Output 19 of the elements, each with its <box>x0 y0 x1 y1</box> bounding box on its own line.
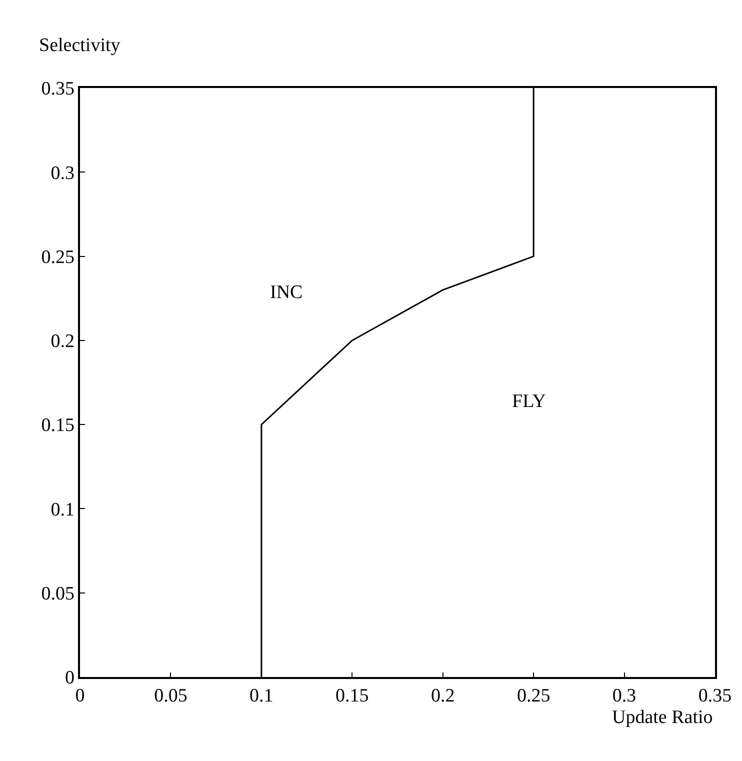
x-axis-title: Update Ratio <box>612 707 713 728</box>
annotation: FLY <box>512 391 546 412</box>
y-tick-label: 0.05 <box>41 584 74 605</box>
x-tick-label: 0.3 <box>612 686 636 707</box>
x-tick-label: 0.05 <box>154 686 188 707</box>
x-tick-label: 0.25 <box>516 686 550 707</box>
x-tick-label: 0.35 <box>698 686 732 707</box>
y-axis-title: Selectivity <box>39 35 121 56</box>
x-tick-label: 0.1 <box>250 686 274 707</box>
y-tick-label: 0.3 <box>50 162 74 184</box>
annotation: INC <box>270 282 303 303</box>
y-tick-label: 0.35 <box>41 78 74 100</box>
y-tick-label: 0.25 <box>41 246 74 268</box>
y-tick-label: 0.15 <box>41 415 74 436</box>
x-tick-label: 0.2 <box>430 686 455 707</box>
y-tick-label: 0.2 <box>50 331 74 352</box>
x-tick-label: 0.15 <box>336 686 369 707</box>
y-tick-label: 0.1 <box>50 499 74 520</box>
y-tick-label: 0 <box>64 668 74 689</box>
